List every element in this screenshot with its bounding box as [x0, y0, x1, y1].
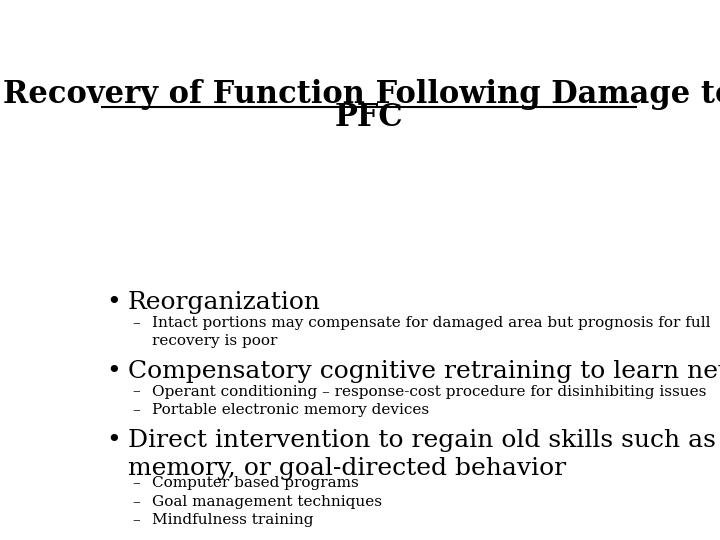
Text: –: –	[132, 316, 140, 330]
Text: Recovery of Function Following Damage to: Recovery of Function Following Damage to	[3, 79, 720, 110]
Text: –: –	[132, 495, 140, 509]
Text: Computer based programs: Computer based programs	[153, 476, 359, 490]
Text: –: –	[132, 476, 140, 490]
Text: –: –	[132, 403, 140, 417]
Text: Portable electronic memory devices: Portable electronic memory devices	[153, 403, 430, 417]
Text: Reorganization: Reorganization	[128, 292, 321, 314]
Text: –: –	[132, 384, 140, 399]
Text: Direct intervention to regain old skills such as attention, working
memory, or g: Direct intervention to regain old skills…	[128, 429, 720, 480]
Text: Compensatory cognitive retraining to learn new skill: Compensatory cognitive retraining to lea…	[128, 360, 720, 383]
Text: •: •	[107, 360, 122, 383]
Text: Operant conditioning – response-cost procedure for disinhibiting issues: Operant conditioning – response-cost pro…	[153, 384, 707, 399]
Text: Goal management techniques: Goal management techniques	[153, 495, 382, 509]
Text: Intact portions may compensate for damaged area but prognosis for full
recovery : Intact portions may compensate for damag…	[153, 316, 711, 348]
Text: Mindfulness training: Mindfulness training	[153, 513, 314, 527]
Text: PFC: PFC	[335, 102, 403, 133]
Text: –: –	[132, 513, 140, 527]
Text: •: •	[107, 429, 122, 451]
Text: •: •	[107, 292, 122, 314]
